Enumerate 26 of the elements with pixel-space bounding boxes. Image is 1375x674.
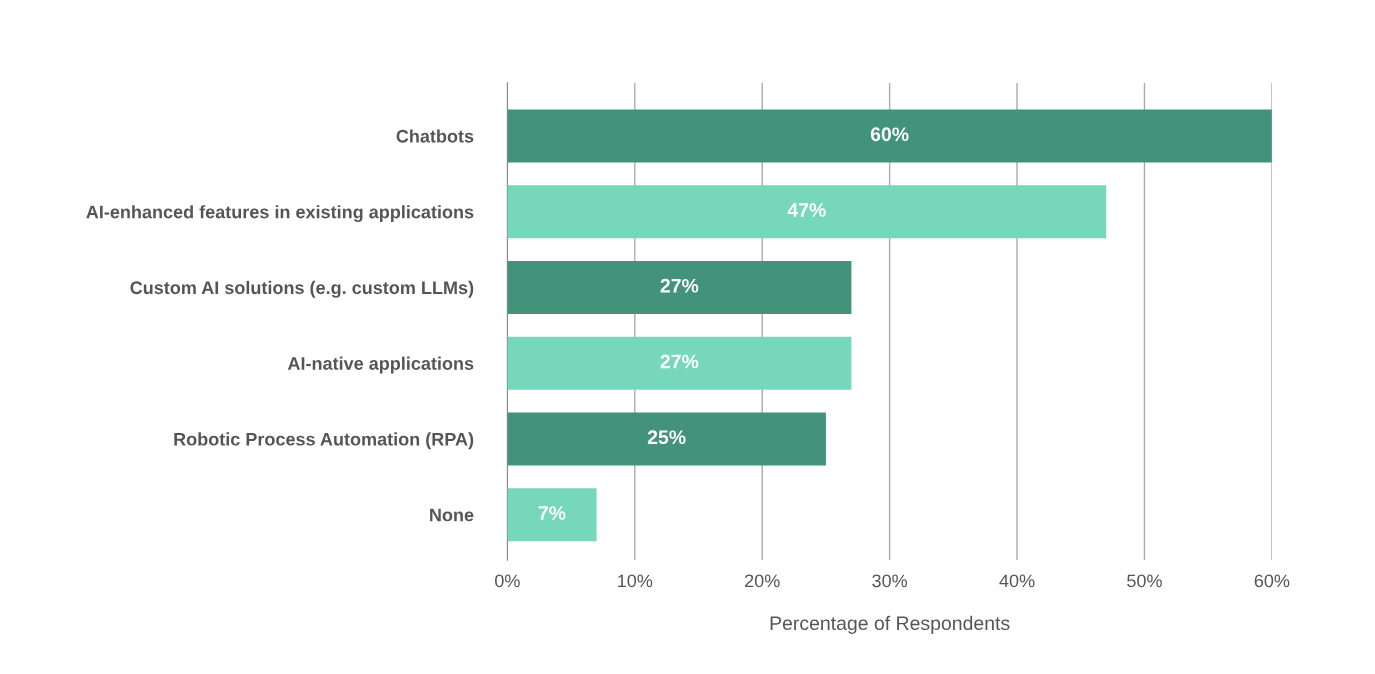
data-label: 27%: [660, 354, 699, 369]
x-tick-label: 50%: [1127, 574, 1162, 588]
bar: [507, 412, 826, 466]
bar: [507, 109, 1272, 163]
y-tick-label: Custom AI solutions (e.g. custom LLMs): [130, 280, 474, 298]
data-label: 47%: [787, 203, 826, 217]
x-tick-label: 20%: [745, 574, 780, 588]
y-tick-label: AI-native applications: [287, 356, 474, 374]
x-tick-label: 40%: [999, 574, 1035, 588]
x-axis-title: Percentage of Respondents: [770, 615, 1010, 634]
data-label: 7%: [538, 506, 566, 520]
y-tick-label: None: [430, 508, 474, 522]
x-tick-label: 10%: [618, 574, 653, 588]
x-tick-label: 60%: [1254, 574, 1290, 588]
x-tick-label: 0%: [495, 574, 520, 588]
x-tick-label: 30%: [872, 574, 908, 588]
bar: [507, 336, 852, 390]
y-tick-label: Robotic Process Automation (RPA): [174, 432, 474, 450]
y-tick-label: Chatbots: [396, 129, 474, 143]
data-label: 60%: [870, 127, 909, 142]
data-label: 25%: [647, 430, 686, 445]
bar: [507, 488, 597, 542]
y-tick-label: AI-enhanced features in existing applications: [86, 205, 474, 223]
bar: [507, 260, 852, 314]
bar: [507, 185, 1107, 239]
data-label: 27%: [660, 278, 699, 293]
